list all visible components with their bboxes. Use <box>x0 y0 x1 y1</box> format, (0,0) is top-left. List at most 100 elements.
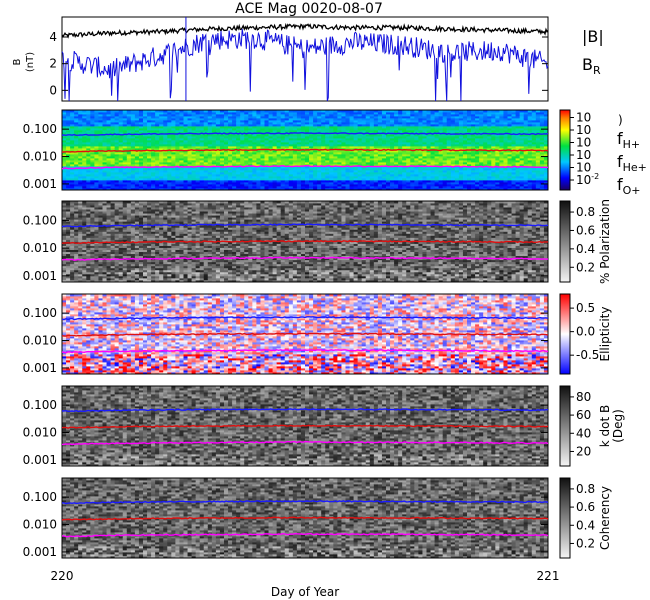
heatmap-cell <box>373 180 379 183</box>
heatmap-cell <box>386 170 391 173</box>
heatmap-cell <box>228 172 233 175</box>
heatmap-cell <box>175 180 180 183</box>
heatmap-cell <box>244 142 249 145</box>
heatmap-cell <box>361 114 367 117</box>
heatmap-cell <box>369 112 375 115</box>
heatmap-cell <box>329 166 334 169</box>
heatmap-cell <box>224 156 229 159</box>
heatmap-cell <box>143 180 148 183</box>
heatmap-cell <box>70 162 75 165</box>
heatmap-cell <box>106 132 111 135</box>
heatmap-cell <box>126 130 132 133</box>
heatmap-cell <box>373 176 379 179</box>
heatmap-cell <box>155 114 160 117</box>
heatmap-cell <box>317 176 322 179</box>
heatmap-cell <box>264 134 269 137</box>
heatmap-cell <box>329 122 334 125</box>
heatmap-cell <box>353 182 359 185</box>
heatmap-cell <box>155 144 160 147</box>
heatmap-cell <box>365 120 371 123</box>
heatmap-cell <box>386 168 391 171</box>
heatmap-cell <box>317 184 322 187</box>
colorbar-tick-base: 10 <box>576 161 591 175</box>
heatmap-cell <box>179 180 184 183</box>
heatmap-cell <box>82 110 87 113</box>
heatmap-cell <box>268 172 273 175</box>
heatmap-cell <box>74 136 79 139</box>
heatmap-cell <box>130 144 136 147</box>
heatmap-cell <box>313 156 318 159</box>
heatmap-cell <box>66 114 71 117</box>
heatmap-cell <box>252 180 257 183</box>
heatmap-cell <box>341 120 346 123</box>
heatmap-cell <box>110 178 116 181</box>
heatmap-cell <box>175 160 180 163</box>
heatmap-cell <box>187 158 192 161</box>
heatmap-cell <box>232 122 237 125</box>
heatmap-cell <box>138 188 144 191</box>
heatmap-cell <box>199 120 205 123</box>
heatmap-cell <box>98 148 103 151</box>
heatmap-cell <box>207 114 213 117</box>
heatmap-cell <box>386 154 391 157</box>
heatmap-cell <box>349 124 354 127</box>
heatmap-cell <box>122 142 128 145</box>
heatmap-cell <box>110 180 116 183</box>
heatmap-cell <box>240 120 245 123</box>
heatmap-cell <box>305 144 310 147</box>
heatmap-cell <box>126 134 132 137</box>
heatmap-cell <box>126 156 132 159</box>
heatmap-cell <box>272 162 278 165</box>
heatmap-cell <box>106 182 111 185</box>
heatmap-cell <box>130 154 136 157</box>
heatmap-cell <box>163 162 168 165</box>
heatmap-cell <box>66 172 71 175</box>
heatmap-column <box>211 110 217 191</box>
heatmap-cell <box>175 118 180 121</box>
heatmap-cell <box>86 156 91 159</box>
heatmap-cell <box>187 148 192 151</box>
heatmap-cell <box>78 138 83 141</box>
heatmap-cell <box>122 182 128 185</box>
heatmap-cell <box>272 142 278 145</box>
heatmap-cell <box>280 110 286 113</box>
heatmap-cell <box>183 114 188 117</box>
heatmap-cell <box>187 124 192 127</box>
heatmap-cell <box>288 130 294 133</box>
heatmap-cell <box>195 150 201 153</box>
heatmap-cell <box>175 140 180 143</box>
heatmap-cell <box>203 172 209 175</box>
heatmap-cell <box>288 116 294 119</box>
heatmap-cell <box>381 126 387 129</box>
heatmap-cell <box>325 186 330 189</box>
heatmap-cell <box>337 166 342 169</box>
heatmap-cell <box>62 162 67 165</box>
heatmap-cell <box>138 154 144 157</box>
heatmap-cell <box>232 134 237 137</box>
heatmap-cell <box>248 136 253 139</box>
heatmap-cell <box>126 170 132 173</box>
heatmap-cell <box>78 124 83 127</box>
heatmap-cell <box>207 162 213 165</box>
heatmap-cell <box>199 134 205 137</box>
heatmap-cell <box>357 176 363 179</box>
heatmap-cell <box>341 186 346 189</box>
heatmap-cell <box>114 128 120 131</box>
heatmap-cell <box>240 112 245 115</box>
heatmap-cell <box>191 130 197 133</box>
heatmap-cell <box>337 186 342 189</box>
heatmap-cell <box>317 110 322 113</box>
heatmap-cell <box>309 122 314 125</box>
heatmap-cell <box>300 158 306 161</box>
heatmap-cell <box>357 156 363 159</box>
heatmap-cell <box>329 164 334 167</box>
heatmap-cell <box>122 180 128 183</box>
heatmap-cell <box>114 116 120 119</box>
heatmap-cell <box>98 186 103 189</box>
heatmap-cell <box>102 114 107 117</box>
heatmap-cell <box>353 124 359 127</box>
heatmap-cell <box>98 126 103 129</box>
heatmap-cell <box>191 154 197 157</box>
heatmap-cell <box>345 158 350 161</box>
heatmap-cell <box>94 172 99 175</box>
